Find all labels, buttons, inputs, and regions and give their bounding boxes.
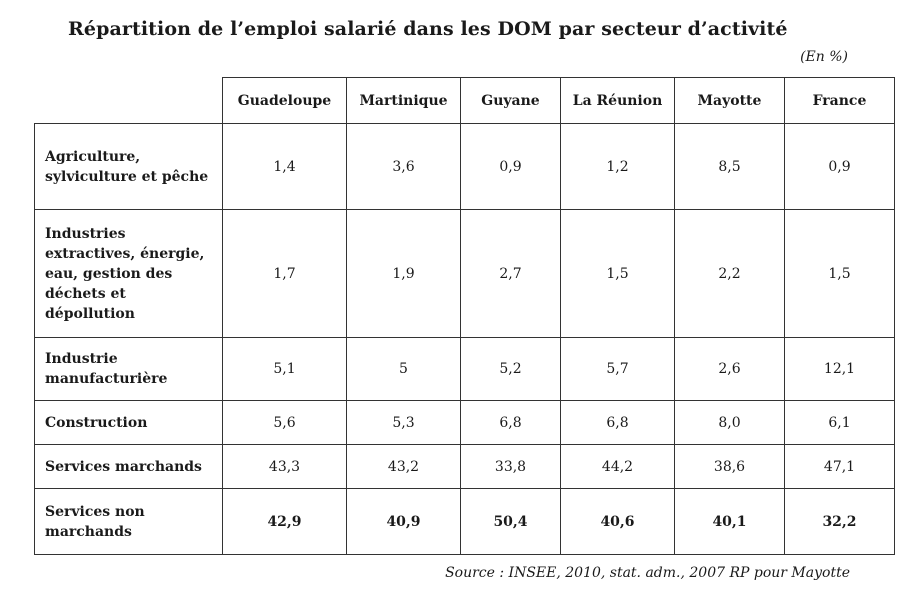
table-cell: 1,9 [346,209,461,338]
header-row: Guadeloupe Martinique Guyane La Réunion … [34,77,895,124]
table-cell: 32,2 [784,488,895,555]
row-label: Services marchands [34,444,223,489]
table-cell: 2,6 [674,337,785,401]
table-cell: 33,8 [460,444,561,489]
table-cell: 1,4 [222,123,347,210]
header-corner [34,77,223,124]
table-cell: 5,1 [222,337,347,401]
table-cell: 6,1 [784,400,895,445]
table-cell: 8,0 [674,400,785,445]
table-cell: 43,3 [222,444,347,489]
table-cell: 5,6 [222,400,347,445]
table-cell: 1,5 [784,209,895,338]
table-cell: 6,8 [560,400,675,445]
row-label: Agriculture, sylviculture et pêche [34,123,223,210]
row-label: Industries extractives, énergie, eau, ge… [34,209,223,338]
row-label: Construction [34,400,223,445]
table-cell: 40,6 [560,488,675,555]
table-cell: 12,1 [784,337,895,401]
source-note: Source : INSEE, 2010, stat. adm., 2007 R… [445,565,850,581]
column-header: Mayotte [674,77,785,124]
table-row: Services non marchands 42,9 40,9 50,4 40… [34,488,895,555]
table-cell: 44,2 [560,444,675,489]
table-cell: 8,5 [674,123,785,210]
table-cell: 0,9 [784,123,895,210]
table-cell: 5 [346,337,461,401]
table-cell: 5,2 [460,337,561,401]
table-cell: 43,2 [346,444,461,489]
table-cell: 40,1 [674,488,785,555]
table-cell: 38,6 [674,444,785,489]
column-header: Martinique [346,77,461,124]
page-title: Répartition de l’emploi salarié dans les… [68,18,788,40]
table-cell: 6,8 [460,400,561,445]
row-label: Services non marchands [34,488,223,555]
table-cell: 1,2 [560,123,675,210]
table-cell: 1,5 [560,209,675,338]
table-row: Industrie manufacturière 5,1 5 5,2 5,7 2… [34,337,895,401]
table-cell: 5,7 [560,337,675,401]
table-cell: 47,1 [784,444,895,489]
employment-table: Guadeloupe Martinique Guyane La Réunion … [34,77,895,555]
table-cell: 2,7 [460,209,561,338]
table-cell: 1,7 [222,209,347,338]
table-cell: 40,9 [346,488,461,555]
column-header: France [784,77,895,124]
column-header: Guyane [460,77,561,124]
table-cell: 0,9 [460,123,561,210]
table-cell: 42,9 [222,488,347,555]
unit-label: (En %) [800,49,848,65]
table-cell: 50,4 [460,488,561,555]
table-cell: 2,2 [674,209,785,338]
table-row: Construction 5,6 5,3 6,8 6,8 8,0 6,1 [34,400,895,445]
table-cell: 3,6 [346,123,461,210]
table-cell: 5,3 [346,400,461,445]
table-row: Industries extractives, énergie, eau, ge… [34,209,895,338]
column-header: La Réunion [560,77,675,124]
table-row: Agriculture, sylviculture et pêche 1,4 3… [34,123,895,210]
column-header: Guadeloupe [222,77,347,124]
row-label: Industrie manufacturière [34,337,223,401]
table-row: Services marchands 43,3 43,2 33,8 44,2 3… [34,444,895,489]
